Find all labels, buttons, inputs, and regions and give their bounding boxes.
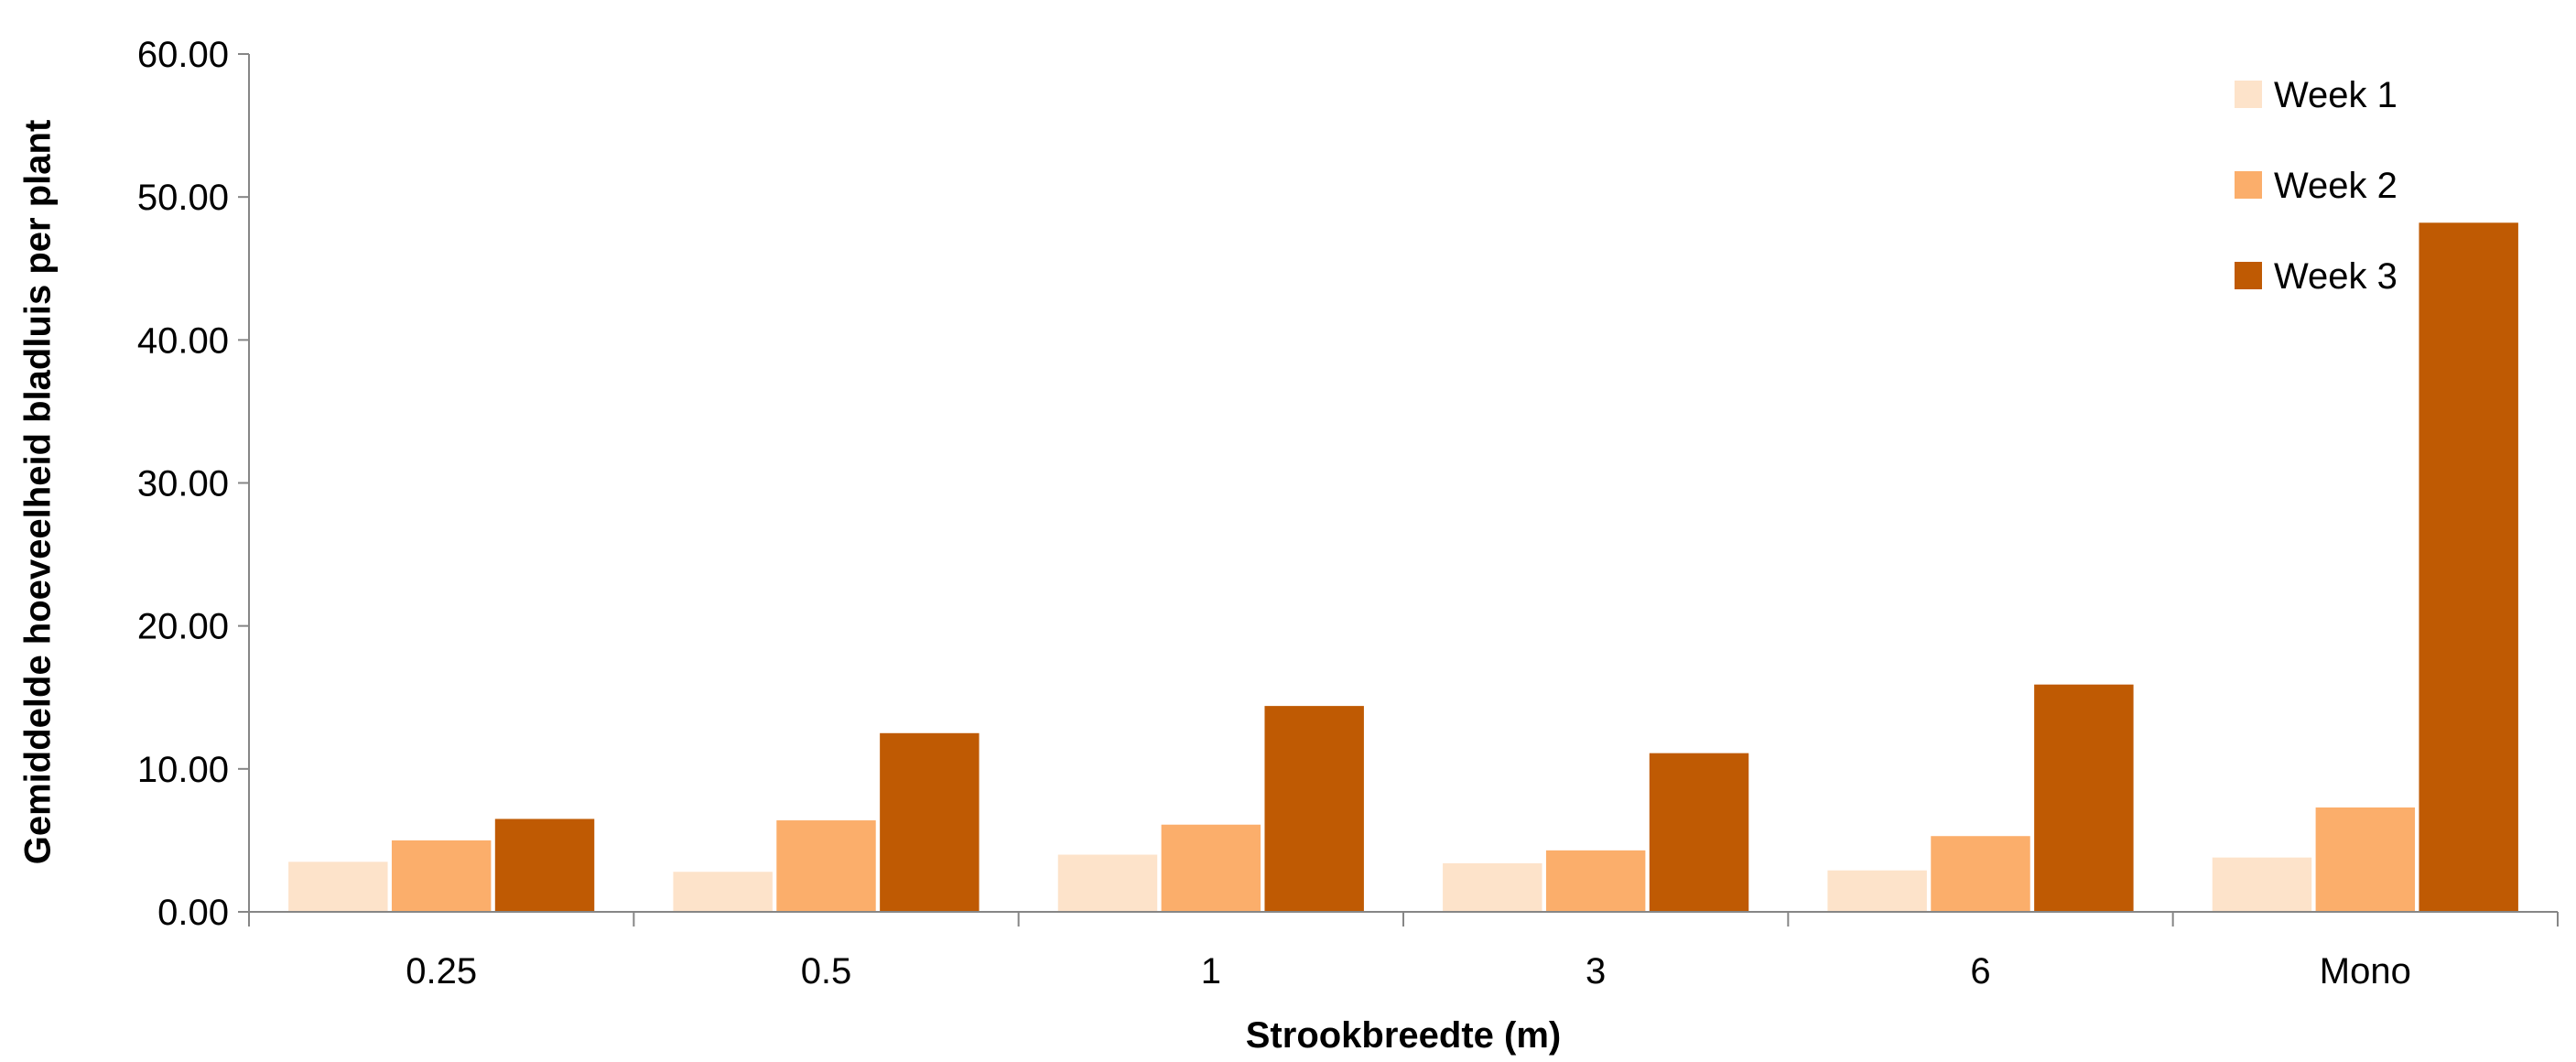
bar-week-3-3 [1649,753,1749,912]
y-tick-label: 60.00 [137,35,229,75]
bar-week-3-1 [1264,706,1364,912]
x-tick-label: 1 [1201,951,1221,992]
bar-week-2-0.25 [391,840,492,912]
legend-label: Week 3 [2274,256,2397,297]
x-axis-ticks: 0.25 0.5 1 3 6 Mono [248,912,2559,992]
y-axis-title: Gemiddelde hoeveelheid bladluis per plan… [18,120,59,865]
y-tick-label: 30.00 [137,464,229,504]
legend-label: Week 2 [2274,166,2397,206]
x-tick-label: 3 [1586,951,1606,992]
bar-week-3-6 [2034,684,2134,912]
bar-week-3-0.25 [494,818,595,912]
legend-swatch [2235,81,2262,108]
bar-week-2-3 [1545,850,1646,912]
bar-week-3-0.5 [880,732,980,912]
legend-label: Week 1 [2274,75,2397,115]
x-tick-label: 0.5 [801,951,852,992]
legend-swatch [2235,262,2262,289]
x-tick-label: 0.25 [406,951,477,992]
y-tick-label: 40.00 [137,320,229,361]
y-tick-label: 20.00 [137,607,229,647]
x-axis-title: Strookbreedte (m) [1246,1015,1562,1056]
legend-swatch [2235,171,2262,199]
bar-week-1-mono [2212,857,2312,912]
bar-week-3-mono [2419,222,2518,912]
legend: Week 1 Week 2 Week 3 [2235,75,2397,297]
bar-week-1-0.5 [673,872,773,912]
y-axis-ticks: 0.00 10.00 20.00 30.00 40.00 50.00 60.00 [137,35,249,933]
x-tick-label: Mono [2320,951,2411,992]
bar-week-2-0.5 [776,820,876,912]
x-tick-label: 6 [1970,951,1990,992]
bar-week-2-mono [2315,807,2416,912]
bar-week-1-3 [1443,862,1542,912]
bar-week-1-6 [1827,870,1927,912]
bar-week-1-1 [1057,854,1158,912]
bars [288,222,2518,912]
y-tick-label: 0.00 [157,893,229,933]
y-tick-label: 10.00 [137,750,229,790]
y-tick-label: 50.00 [137,178,229,218]
bar-week-2-6 [1931,836,2030,912]
bar-week-1-0.25 [288,862,388,912]
bar-week-2-1 [1161,824,1261,912]
